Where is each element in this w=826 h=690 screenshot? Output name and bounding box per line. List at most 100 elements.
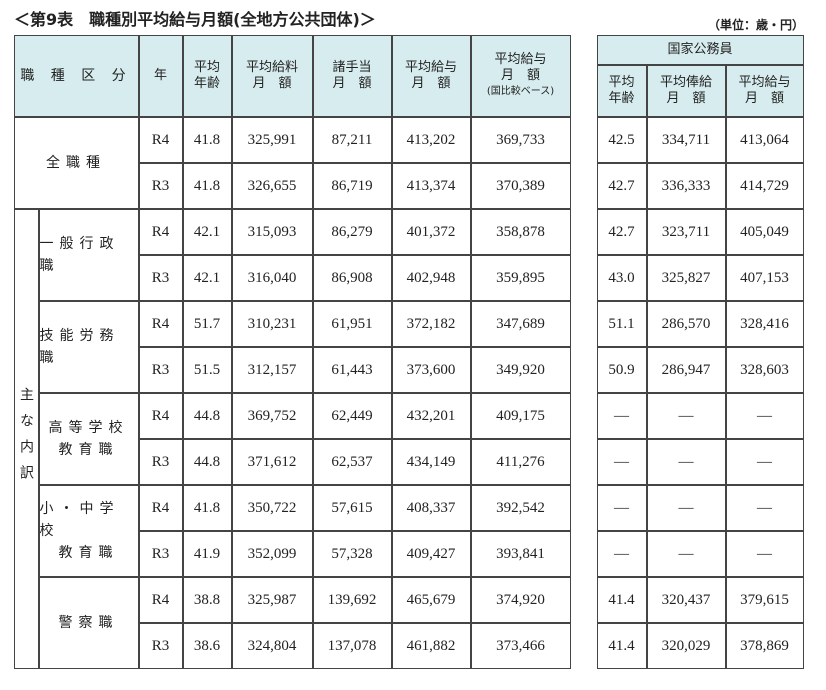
value-cell: 86,908 — [312, 254, 392, 301]
value-cell: 42.1 — [182, 254, 232, 301]
cell-text: R4 — [151, 315, 170, 332]
cell-text: 414,729 — [740, 177, 789, 194]
cell-text: 372,182 — [406, 315, 456, 332]
cell-text: — — [614, 407, 629, 424]
cell-text: R3 — [151, 177, 170, 194]
cell-text: 主な内訳 — [18, 386, 34, 491]
cell-text: 378,869 — [740, 637, 789, 654]
cell-text: 86,908 — [331, 269, 373, 286]
cell-text: 諸手当 — [332, 59, 372, 75]
cell-text: 325,991 — [247, 131, 297, 148]
value-cell: 392,542 — [470, 484, 571, 531]
cell-text: 349,920 — [496, 361, 545, 378]
cell-text: 402,948 — [406, 269, 456, 286]
cell-text: 警察職 — [58, 614, 119, 631]
cell-text: 42.7 — [608, 177, 635, 194]
cell-text: 41.8 — [193, 177, 221, 194]
value-cell: 350,722 — [231, 484, 313, 531]
cell-text: 370,389 — [496, 177, 545, 194]
cell-text: 月 額 — [411, 75, 451, 91]
cell-text: 38.8 — [193, 591, 221, 608]
value-cell: 347,689 — [470, 300, 571, 347]
value-cell: 372,182 — [391, 300, 471, 347]
value-cell: 139,692 — [312, 576, 392, 623]
value-cell: 352,099 — [231, 530, 313, 577]
value-cell: 42.7 — [596, 162, 647, 209]
cell-text: R3 — [151, 637, 170, 654]
cell-text: 61,443 — [331, 361, 373, 378]
value-cell: 87,211 — [312, 116, 392, 163]
value-cell: 407,153 — [725, 254, 804, 301]
value-cell: 413,064 — [725, 116, 804, 163]
cell-text: 41.8 — [193, 131, 221, 148]
value-cell: — — [646, 438, 726, 485]
value-cell: 409,175 — [470, 392, 571, 439]
cell-text: 平均給与 — [404, 59, 457, 75]
cell-text: 62,449 — [331, 407, 373, 424]
cell-text: 359,895 — [496, 269, 545, 286]
value-cell: 393,841 — [470, 530, 571, 577]
value-cell: 286,570 — [646, 300, 726, 347]
year-cell: R3 — [138, 530, 183, 577]
cell-text: R4 — [151, 499, 170, 516]
header-cell: 平均 年齢 — [182, 34, 232, 117]
cell-text: 465,679 — [406, 591, 456, 608]
cell-text: 371,612 — [247, 453, 297, 470]
cell-text: 373,600 — [406, 361, 456, 378]
cell-text: 434,149 — [406, 453, 456, 470]
value-cell: 358,878 — [470, 208, 571, 255]
cell-text: 44.8 — [193, 453, 221, 470]
cell-text: 373,466 — [496, 637, 545, 654]
value-cell: 369,733 — [470, 116, 571, 163]
value-cell: 325,991 — [231, 116, 313, 163]
group-name: 小・中学校 教育職 — [38, 484, 139, 577]
value-cell: 374,920 — [470, 576, 571, 623]
cell-text: 86,719 — [331, 177, 373, 194]
value-cell: 413,374 — [391, 162, 471, 209]
cell-text: 326,655 — [247, 177, 297, 194]
value-cell: 413,202 — [391, 116, 471, 163]
cell-text: R3 — [151, 361, 170, 378]
cell-text: 全職種 — [46, 154, 106, 171]
cell-text: 352,099 — [247, 545, 297, 562]
value-cell: 359,895 — [470, 254, 571, 301]
value-cell: 86,719 — [312, 162, 392, 209]
header-cell: 平均俸給月 額 — [646, 64, 726, 117]
value-cell: 328,603 — [725, 346, 804, 393]
year-cell: R3 — [138, 622, 183, 669]
cell-text: 教育職 — [58, 544, 119, 561]
value-cell: 402,948 — [391, 254, 471, 301]
value-cell: 432,201 — [391, 392, 471, 439]
cell-text: 413,202 — [406, 131, 456, 148]
value-cell: — — [596, 392, 647, 439]
cell-text: 平均給料 — [245, 59, 298, 75]
value-cell: — — [596, 530, 647, 577]
header-cell: 平均 年齢 — [596, 64, 647, 117]
value-cell: 369,752 — [231, 392, 313, 439]
cell-text: 409,175 — [496, 407, 545, 424]
value-cell: — — [596, 438, 647, 485]
cell-text: — — [757, 407, 772, 424]
value-cell: 62,537 — [312, 438, 392, 485]
cell-text: — — [614, 545, 629, 562]
value-cell: 43.0 — [596, 254, 647, 301]
cell-text: 41.9 — [193, 545, 221, 562]
cell-text: 312,157 — [247, 361, 297, 378]
cell-text: 62,537 — [331, 453, 373, 470]
value-cell: 373,466 — [470, 622, 571, 669]
cell-text: 51.5 — [193, 361, 221, 378]
value-cell: 401,372 — [391, 208, 471, 255]
value-cell: 41.8 — [182, 116, 232, 163]
cell-text: — — [614, 499, 629, 516]
value-cell: 310,231 — [231, 300, 313, 347]
value-cell: 41.9 — [182, 530, 232, 577]
cell-text: 平均給与 — [494, 51, 547, 67]
value-cell: 434,149 — [391, 438, 471, 485]
cell-text: 413,374 — [406, 177, 456, 194]
value-cell: 51.5 — [182, 346, 232, 393]
cell-text: 392,542 — [496, 499, 545, 516]
header-cell: 年 — [138, 34, 183, 117]
value-cell: 41.4 — [596, 576, 647, 623]
value-cell: 461,882 — [391, 622, 471, 669]
